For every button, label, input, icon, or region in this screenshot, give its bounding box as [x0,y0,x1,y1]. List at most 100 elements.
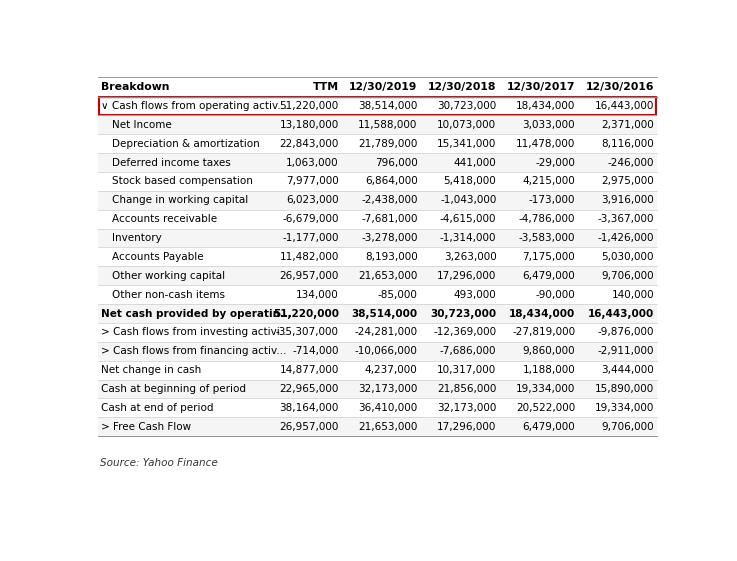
Text: 10,073,000: 10,073,000 [437,120,497,130]
Text: Breakdown: Breakdown [102,81,170,91]
Text: -9,876,000: -9,876,000 [598,328,654,337]
Text: 6,023,000: 6,023,000 [286,195,339,205]
Text: 8,193,000: 8,193,000 [365,252,418,262]
Text: -6,679,000: -6,679,000 [282,214,339,224]
Text: 18,434,000: 18,434,000 [509,309,575,319]
Text: 493,000: 493,000 [454,289,497,300]
Text: Change in working capital: Change in working capital [112,195,248,205]
Text: 5,030,000: 5,030,000 [601,252,654,262]
Bar [98,247,657,266]
Text: Deferred income taxes: Deferred income taxes [112,158,231,168]
Text: Net Income: Net Income [112,120,172,130]
Bar [98,96,657,116]
Text: -246,000: -246,000 [607,158,654,168]
Text: -90,000: -90,000 [536,289,575,300]
Text: 22,843,000: 22,843,000 [279,139,339,149]
Bar [98,153,657,172]
Text: 51,220,000: 51,220,000 [273,309,339,319]
Text: 9,706,000: 9,706,000 [601,271,654,281]
Text: -714,000: -714,000 [293,346,339,356]
Text: Net change in cash: Net change in cash [102,365,202,375]
Text: 17,296,000: 17,296,000 [437,422,497,432]
Text: 51,220,000: 51,220,000 [279,101,339,111]
Text: 7,175,000: 7,175,000 [523,252,575,262]
Text: -1,426,000: -1,426,000 [598,233,654,243]
Bar [98,380,657,398]
Bar [98,361,657,380]
Text: 11,478,000: 11,478,000 [516,139,575,149]
Text: 2,975,000: 2,975,000 [601,177,654,186]
Text: 12/30/2018: 12/30/2018 [428,81,497,91]
Text: Source: Yahoo Finance: Source: Yahoo Finance [100,458,217,468]
Text: 441,000: 441,000 [454,158,497,168]
Bar [98,76,657,96]
Text: 32,173,000: 32,173,000 [437,403,497,413]
Text: -4,786,000: -4,786,000 [519,214,575,224]
Bar [98,116,657,134]
Text: 16,443,000: 16,443,000 [595,101,654,111]
Text: 10,317,000: 10,317,000 [437,365,497,375]
Text: -29,000: -29,000 [535,158,575,168]
Text: Cash at end of period: Cash at end of period [102,403,214,413]
Text: ∨ Cash flows from operating activ...: ∨ Cash flows from operating activ... [102,101,288,111]
Text: 21,789,000: 21,789,000 [358,139,418,149]
Text: > Free Cash Flow: > Free Cash Flow [102,422,192,432]
Text: -1,314,000: -1,314,000 [440,233,497,243]
Text: TTM: TTM [312,81,339,91]
Text: > Cash flows from investing activi...: > Cash flows from investing activi... [102,328,290,337]
Text: 11,588,000: 11,588,000 [358,120,418,130]
Text: 6,864,000: 6,864,000 [365,177,418,186]
Text: 3,033,000: 3,033,000 [523,120,575,130]
Bar [98,210,657,229]
Bar [99,97,657,115]
Text: 30,723,000: 30,723,000 [437,101,497,111]
Text: 38,514,000: 38,514,000 [358,101,418,111]
Text: -12,369,000: -12,369,000 [433,328,497,337]
Text: Net cash provided by operatin...: Net cash provided by operatin... [102,309,293,319]
Text: 22,965,000: 22,965,000 [279,384,339,394]
Text: 14,877,000: 14,877,000 [279,365,339,375]
Text: Accounts receivable: Accounts receivable [112,214,217,224]
Text: Accounts Payable: Accounts Payable [112,252,204,262]
Text: > Cash flows from financing activ...: > Cash flows from financing activ... [102,346,287,356]
Bar [98,417,657,436]
Text: 17,296,000: 17,296,000 [437,271,497,281]
Text: 12/30/2019: 12/30/2019 [349,81,418,91]
Bar [98,266,657,285]
Text: 13,180,000: 13,180,000 [279,120,339,130]
Text: 38,514,000: 38,514,000 [352,309,418,319]
Text: 26,957,000: 26,957,000 [279,271,339,281]
Text: Other non-cash items: Other non-cash items [112,289,226,300]
Text: 16,443,000: 16,443,000 [587,309,654,319]
Text: 19,334,000: 19,334,000 [595,403,654,413]
Bar [98,304,657,323]
Text: 3,444,000: 3,444,000 [601,365,654,375]
Text: -3,583,000: -3,583,000 [519,233,575,243]
Text: 18,434,000: 18,434,000 [516,101,575,111]
Text: 796,000: 796,000 [375,158,418,168]
Text: 1,188,000: 1,188,000 [523,365,575,375]
Text: -7,681,000: -7,681,000 [361,214,418,224]
Text: 21,653,000: 21,653,000 [358,271,418,281]
Text: 15,890,000: 15,890,000 [595,384,654,394]
Text: 4,215,000: 4,215,000 [523,177,575,186]
Text: 19,334,000: 19,334,000 [516,384,575,394]
Text: 32,173,000: 32,173,000 [358,384,418,394]
Text: 3,916,000: 3,916,000 [601,195,654,205]
Bar [98,191,657,210]
Text: -35,307,000: -35,307,000 [276,328,339,337]
Text: 38,164,000: 38,164,000 [279,403,339,413]
Bar [98,134,657,153]
Text: -1,043,000: -1,043,000 [440,195,497,205]
Text: 4,237,000: 4,237,000 [365,365,418,375]
Bar [98,229,657,247]
Text: 6,479,000: 6,479,000 [523,422,575,432]
Text: Stock based compensation: Stock based compensation [112,177,253,186]
Bar [98,323,657,342]
Text: 11,482,000: 11,482,000 [279,252,339,262]
Text: Depreciation & amortization: Depreciation & amortization [112,139,260,149]
Text: -4,615,000: -4,615,000 [440,214,497,224]
Text: 9,860,000: 9,860,000 [523,346,575,356]
Text: 6,479,000: 6,479,000 [523,271,575,281]
Text: -173,000: -173,000 [528,195,575,205]
